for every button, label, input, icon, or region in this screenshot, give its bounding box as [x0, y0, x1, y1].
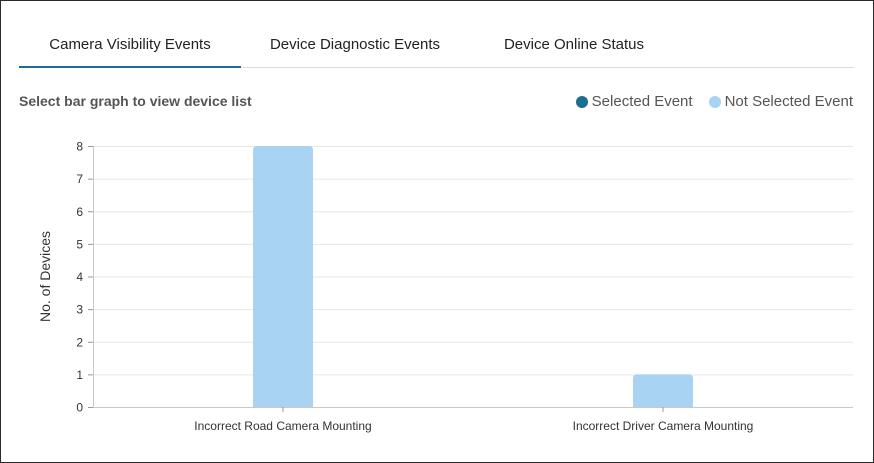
tab-device-online-status[interactable]: Device Online Status — [479, 21, 669, 67]
y-tick-label: 3 — [76, 303, 83, 317]
y-tick-label: 0 — [76, 401, 83, 415]
bar[interactable] — [253, 146, 313, 407]
y-tick-label: 6 — [76, 205, 83, 219]
y-tick-label: 4 — [76, 270, 83, 284]
y-tick-label: 2 — [76, 335, 83, 349]
legend-swatch-not-selected — [708, 95, 721, 108]
bar[interactable] — [633, 374, 693, 407]
x-category-label: Incorrect Road Camera Mounting — [194, 419, 371, 433]
y-tick-label: 8 — [76, 140, 83, 154]
legend-item-selected[interactable]: Selected Event — [575, 93, 693, 110]
legend-item-not-selected[interactable]: Not Selected Event — [708, 93, 853, 110]
tab-camera-visibility-events[interactable]: Camera Visibility Events — [19, 21, 241, 68]
tab-device-diagnostic-events[interactable]: Device Diagnostic Events — [249, 21, 461, 67]
legend-label-selected: Selected Event — [591, 93, 693, 110]
y-tick-label: 1 — [76, 368, 83, 382]
x-category-label: Incorrect Driver Camera Mounting — [573, 419, 754, 433]
chart-instruction: Select bar graph to view device list — [19, 93, 252, 109]
legend-label-not-selected: Not Selected Event — [724, 93, 853, 110]
y-tick-label: 7 — [76, 172, 83, 186]
tab-label: Camera Visibility Events — [49, 35, 211, 53]
legend-swatch-selected — [575, 95, 588, 108]
tab-bar: Camera Visibility Events Device Diagnost… — [19, 21, 854, 68]
y-tick-label: 5 — [76, 237, 83, 251]
y-axis-label: No. of Devices — [37, 231, 53, 322]
tab-label: Device Online Status — [503, 35, 645, 53]
chart-legend: Selected Event Not Selected Event — [575, 93, 853, 110]
tab-label: Device Diagnostic Events — [269, 35, 441, 53]
